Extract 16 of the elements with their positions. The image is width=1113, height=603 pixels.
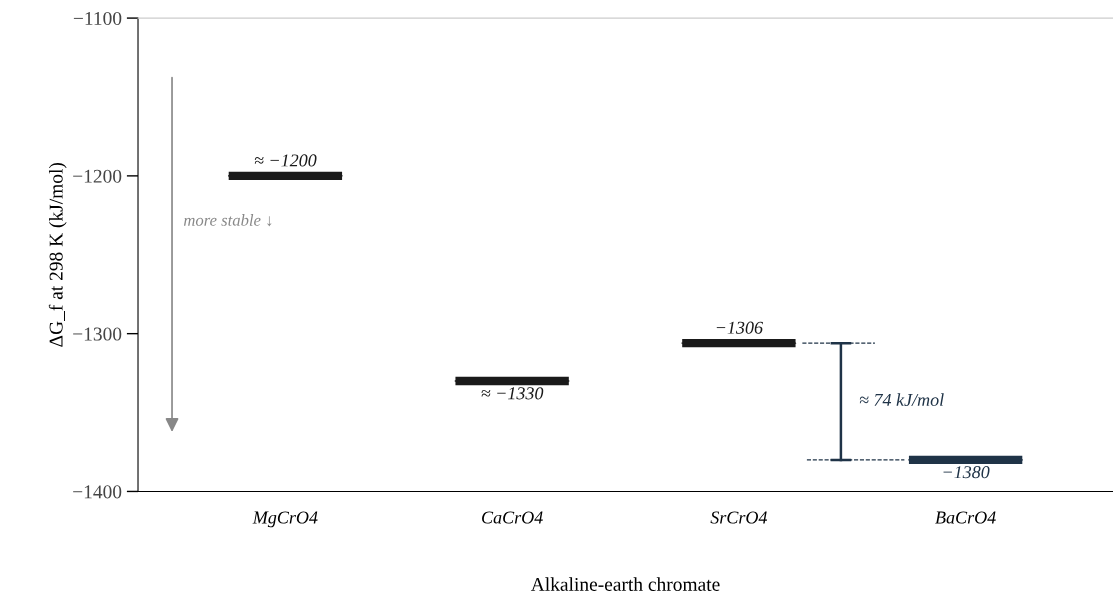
x-tick-label: MgCrO4 [252,511,318,528]
text: ≈ −1330 [481,387,544,400]
x-tick-label: BaCrO4 [935,511,996,524]
y-tick-label: −1400 [73,485,122,499]
x-tick-label: CaCrO4 [482,511,543,524]
y-tick-label: −1100 [73,11,122,26]
y-axis-title: ΔG_f at 298 K (kJ/mol) [48,162,67,347]
y-tick-label: −1300 [73,327,122,341]
annotation: ≈ 74 kJ/mol [859,393,944,407]
y-tick-label: −1200 [73,169,122,183]
x-tick-label: SrCrO4 [710,511,768,524]
text: −1306 [716,321,763,334]
text: −1380 [943,466,990,479]
annotation: more stable ↓ [183,214,272,227]
text: ≈ −1200 [254,154,317,167]
x-axis-title: Alkaline-earth chromate [530,577,720,591]
